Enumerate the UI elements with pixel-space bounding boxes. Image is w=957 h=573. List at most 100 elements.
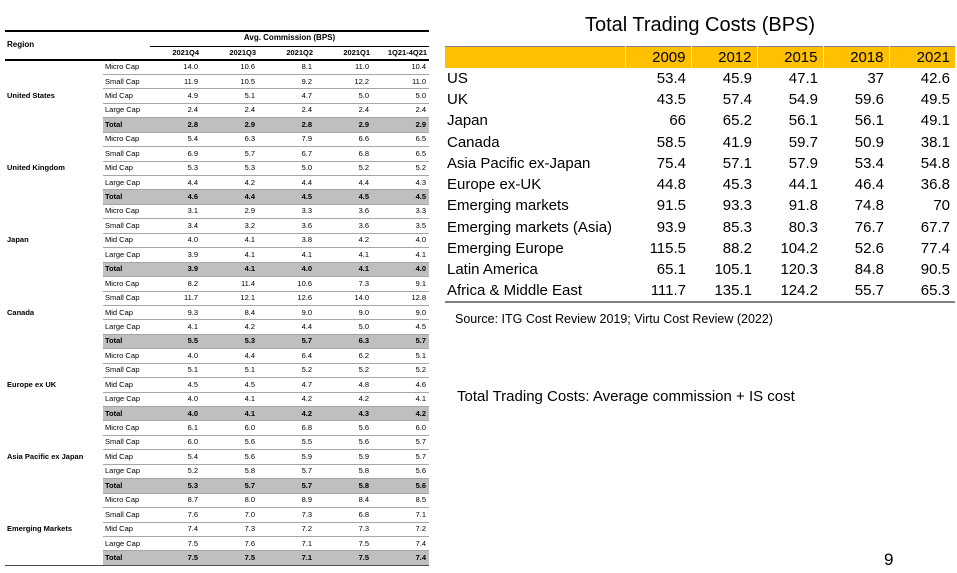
commission-value: 11.7	[150, 290, 202, 306]
costs-row: Canada 58.5 41.9 59.7 50.9 38.1	[445, 131, 955, 152]
commission-value: 4.7	[258, 88, 316, 104]
commission-value: 7.6	[150, 507, 202, 522]
commission-row: Small Cap 11.9 10.5 9.2 12.2 11.0	[5, 73, 430, 89]
commission-value: 6.8	[315, 507, 373, 522]
market-label: Emerging markets	[447, 197, 569, 215]
commission-value: 5.7	[258, 478, 316, 494]
cost-value: 93.3	[722, 197, 752, 215]
commission-value: 4.5	[315, 189, 373, 205]
year-column-header: 2015	[756, 46, 823, 68]
region-label: Emerging Markets	[5, 493, 103, 566]
cap-type-label: Small Cap	[103, 362, 151, 378]
commission-value: 5.1	[372, 348, 430, 364]
cost-value: 84.8	[854, 261, 884, 279]
commission-value: 5.1	[201, 88, 259, 104]
market-label: Emerging Europe	[447, 240, 564, 258]
commission-value: 9.2	[258, 73, 316, 89]
commission-value: 5.0	[258, 160, 316, 176]
definition-note: Total Trading Costs: Average commission …	[457, 388, 795, 405]
commission-row: Emerging Markets Micro Cap 8.7 8.0 8.9 8.4 8.5	[5, 492, 430, 566]
commission-row: United Kingdom Micro Cap 5.4 6.3 7.9 6.6 6.5	[5, 131, 430, 205]
commission-value: 5.2	[372, 362, 430, 378]
commission-value: 9.0	[372, 304, 430, 320]
commission-value: 5.7	[372, 449, 430, 465]
region-label: Canada	[5, 276, 103, 349]
commission-value: 4.0	[372, 232, 430, 248]
costs-row: Latin America 65.1 105.1 120.3 84.8 90.5	[445, 259, 955, 280]
commission-value: 8.4	[315, 492, 373, 508]
commission-row: Large Cap 4.0 4.1 4.2 4.2 4.1	[5, 391, 430, 407]
cost-value: 47.1	[788, 69, 818, 87]
commission-value: 5.8	[201, 463, 259, 479]
cap-type-label: Total	[103, 405, 151, 421]
commission-value: 12.6	[258, 290, 316, 306]
costs-header-corner	[445, 47, 625, 68]
cost-value: 70	[933, 197, 950, 215]
cost-value: 65.3	[920, 282, 950, 300]
cap-type-label: Large Cap	[103, 463, 151, 479]
cost-value: 88.2	[722, 240, 752, 258]
costs-row: Europe ex-UK 44.8 45.3 44.1 46.4 36.8	[445, 174, 955, 195]
commission-value: 4.5	[372, 319, 430, 335]
commission-value: 4.0	[150, 405, 202, 421]
commission-row: Large Cap 4.1 4.2 4.4 5.0 4.5	[5, 319, 430, 335]
commission-value: 5.6	[372, 478, 430, 494]
commission-row: Europe ex UK Micro Cap 4.0 4.4 6.4 6.2 5.1	[5, 348, 430, 421]
commission-value: 5.7	[201, 146, 259, 162]
cost-value: 52.6	[854, 240, 884, 258]
page-number: 9	[884, 550, 894, 569]
commission-value: 7.9	[258, 131, 316, 147]
commission-value: 5.2	[315, 362, 373, 378]
cap-type-label: Small Cap	[103, 218, 151, 234]
cost-value: 57.4	[722, 90, 752, 108]
commission-row: Total 4.6 4.4 4.5 4.5 4.5	[5, 189, 430, 205]
cost-value: 49.1	[920, 112, 950, 130]
cost-value: 80.3	[788, 218, 818, 236]
source-citation: Source: ITG Cost Review 2019; Virtu Cost…	[455, 312, 773, 326]
cap-type-label: Micro Cap	[103, 131, 151, 147]
commission-value: 5.8	[315, 463, 373, 479]
costs-table-body: US 53.4 45.9 47.1 37 42.6 UK 43.5 57.4 54.9 59.6 49…	[445, 68, 955, 302]
cost-value: 59.7	[788, 133, 818, 151]
commission-row: Japan Micro Cap 3.1 2.9 3.3 3.6 3.3	[5, 203, 430, 277]
commission-row: United States Micro Cap 14.0 10.6 8.1 11.0 10.…	[5, 60, 429, 133]
commission-value: 5.7	[372, 333, 430, 349]
commission-row: Mid Cap 4.0 4.1 3.8 4.2 4.0	[5, 232, 430, 248]
commission-row: Mid Cap 9.3 8.4 9.0 9.0 9.0	[5, 304, 430, 320]
region-label: Europe ex UK	[5, 348, 103, 421]
commission-value: 4.5	[150, 377, 202, 393]
cost-value: 46.4	[854, 176, 884, 194]
cap-type-label: Total	[103, 550, 151, 566]
market-label: Europe ex-UK	[447, 176, 542, 194]
commission-value: 5.6	[201, 434, 259, 450]
commission-value: 7.2	[258, 521, 316, 537]
commission-row: Total 3.9 4.1 4.0 4.1 4.0	[5, 261, 430, 277]
commission-row: Small Cap 5.1 5.1 5.2 5.2 5.2	[5, 362, 430, 378]
commission-value: 7.5	[315, 550, 373, 566]
commission-table-body: United States Micro Cap 14.0 10.6 8.1 11.0 10.…	[5, 60, 430, 566]
quarter-column-header: 2021Q1	[343, 47, 371, 57]
cost-value: 41.9	[722, 133, 752, 151]
commission-row: Small Cap 7.6 7.0 7.3 6.8 7.1	[5, 507, 430, 522]
commission-value: 5.7	[258, 333, 316, 349]
commission-value: 4.2	[372, 405, 430, 421]
cost-value: 76.7	[854, 218, 884, 236]
commission-value: 8.5	[372, 492, 430, 508]
commission-row: Small Cap 11.7 12.1 12.6 14.0 12.8	[5, 290, 430, 306]
commission-value: 2.4	[201, 102, 259, 118]
commission-table-header: Region Avg. Commission (BPS) 2021Q4 2021Q…	[5, 31, 430, 60]
commission-value: 5.4	[150, 449, 202, 465]
commission-value: 6.0	[201, 420, 259, 436]
commission-value: 4.1	[201, 247, 259, 263]
commission-row: Total 2.8 2.9 2.8 2.9 2.9	[5, 117, 430, 133]
region-label: United Kingdom	[5, 132, 103, 205]
commission-value: 2.4	[150, 102, 202, 118]
cost-value: 90.5	[920, 261, 950, 279]
commission-row: Large Cap 7.5 7.6 7.1 7.5 7.4	[5, 535, 430, 551]
cost-value: 57.1	[722, 154, 752, 172]
cap-type-label: Small Cap	[103, 73, 151, 89]
cost-value: 120.3	[780, 261, 818, 279]
commission-row: Small Cap 3.4 3.2 3.6 3.6 3.5	[5, 218, 430, 234]
cost-value: 91.8	[788, 197, 818, 215]
commission-value: 4.1	[150, 319, 202, 335]
